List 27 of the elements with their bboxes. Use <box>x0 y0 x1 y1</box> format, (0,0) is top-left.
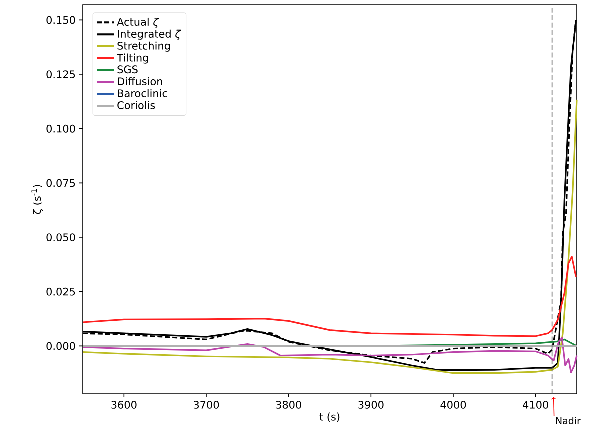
legend-label: Actual ζ <box>117 18 160 28</box>
y-tick-label: 0.100 <box>46 124 76 133</box>
legend-label: Stretching <box>118 42 170 52</box>
legend-label: SGS <box>118 66 138 74</box>
legend-label: Coriolis <box>118 101 156 110</box>
ref-line-label: Nadir <box>556 417 581 425</box>
x-tick-label: 4100 <box>523 401 548 409</box>
y-tick-label: 0.050 <box>46 234 76 242</box>
legend-label: Diffusion <box>118 77 162 86</box>
line-series <box>82 337 578 374</box>
legend-label: Baroclinic <box>118 89 168 98</box>
y-tick-label: 0.025 <box>46 288 76 296</box>
x-tick-label: 3900 <box>358 401 384 409</box>
x-tick-label: 3600 <box>112 401 137 409</box>
x-axis-title: t (s) <box>320 412 340 422</box>
y-tick-label: 0.000 <box>46 342 76 350</box>
y-tick-label: 0.150 <box>46 16 76 24</box>
x-tick-label: 3800 <box>276 401 302 409</box>
x-tick-label: 3700 <box>194 401 220 409</box>
line-series <box>82 99 578 374</box>
legend-label: Tilting <box>117 54 148 64</box>
line-series <box>82 256 577 338</box>
y-tick-label: 0.075 <box>46 179 76 188</box>
legend-label: Integrated ζ <box>118 30 182 40</box>
x-tick-label: 4000 <box>440 401 466 409</box>
y-tick-label: 0.125 <box>46 70 76 78</box>
y-axis-title: ζ (s$^{-1}$) <box>32 185 44 214</box>
